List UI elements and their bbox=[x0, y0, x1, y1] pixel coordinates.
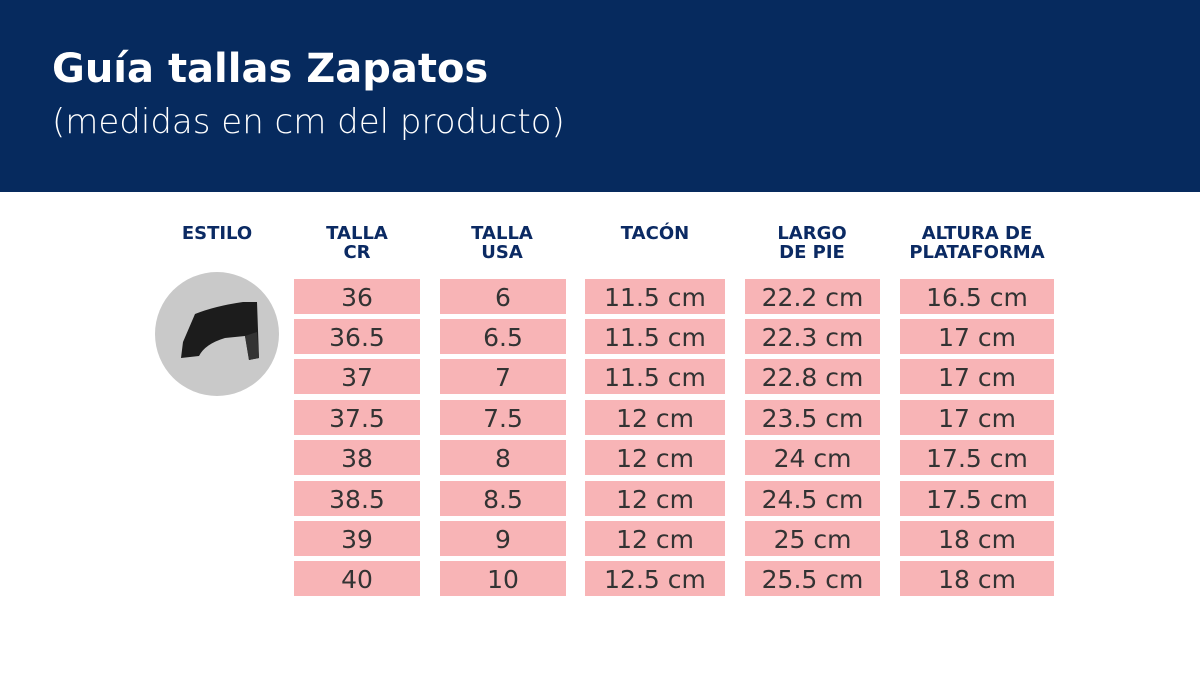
table-cell: 17 cm bbox=[900, 400, 1054, 435]
table-cell: 12 cm bbox=[585, 521, 725, 556]
table-cell: 6.5 bbox=[440, 319, 566, 354]
table-cell: 12 cm bbox=[585, 400, 725, 435]
table-cell: 25.5 cm bbox=[745, 561, 880, 596]
table-cell: 18 cm bbox=[900, 561, 1054, 596]
table-cell: 7 bbox=[440, 359, 566, 394]
table-cell: 10 bbox=[440, 561, 566, 596]
table-cell: 12 cm bbox=[585, 481, 725, 516]
shoe-image bbox=[155, 272, 279, 396]
column-header: ALTURA DE PLATAFORMA bbox=[909, 223, 1045, 263]
table-cell: 40 bbox=[294, 561, 420, 596]
table-cell: 17 cm bbox=[900, 319, 1054, 354]
table-cell: 17.5 cm bbox=[900, 481, 1054, 516]
table-cell: 22.3 cm bbox=[745, 319, 880, 354]
subtitle: (medidas en cm del producto) bbox=[52, 102, 565, 142]
table-cell: 37.5 bbox=[294, 400, 420, 435]
table-cell: 8 bbox=[440, 440, 566, 475]
table-cell: 12 cm bbox=[585, 440, 725, 475]
table-cell: 24.5 cm bbox=[745, 481, 880, 516]
table-cell: 17.5 cm bbox=[900, 440, 1054, 475]
table-cell: 22.2 cm bbox=[745, 279, 880, 314]
table-cell: 23.5 cm bbox=[745, 400, 880, 435]
table-cell: 39 bbox=[294, 521, 420, 556]
table-cell: 36.5 bbox=[294, 319, 420, 354]
table-cell: 17 cm bbox=[900, 359, 1054, 394]
table-cell: 25 cm bbox=[745, 521, 880, 556]
table-cell: 36 bbox=[294, 279, 420, 314]
table-cell: 8.5 bbox=[440, 481, 566, 516]
table-cell: 9 bbox=[440, 521, 566, 556]
table-cell: 11.5 cm bbox=[585, 319, 725, 354]
table-cell: 11.5 cm bbox=[585, 279, 725, 314]
table-cell: 7.5 bbox=[440, 400, 566, 435]
table-cell: 22.8 cm bbox=[745, 359, 880, 394]
title: Guía tallas Zapatos bbox=[52, 46, 489, 92]
column-header: ESTILO bbox=[181, 223, 253, 244]
table-cell: 38.5 bbox=[294, 481, 420, 516]
column-header: TALLA CR bbox=[326, 223, 388, 263]
column-header: TALLA USA bbox=[471, 223, 533, 263]
table-cell: 18 cm bbox=[900, 521, 1054, 556]
table-cell: 11.5 cm bbox=[585, 359, 725, 394]
table-cell: 38 bbox=[294, 440, 420, 475]
column-header: LARGO DE PIE bbox=[777, 223, 847, 263]
table-cell: 12.5 cm bbox=[585, 561, 725, 596]
column-header: TACÓN bbox=[620, 223, 690, 244]
table-cell: 37 bbox=[294, 359, 420, 394]
table-cell: 16.5 cm bbox=[900, 279, 1054, 314]
header-band bbox=[0, 0, 1200, 192]
table-cell: 24 cm bbox=[745, 440, 880, 475]
table-cell: 6 bbox=[440, 279, 566, 314]
